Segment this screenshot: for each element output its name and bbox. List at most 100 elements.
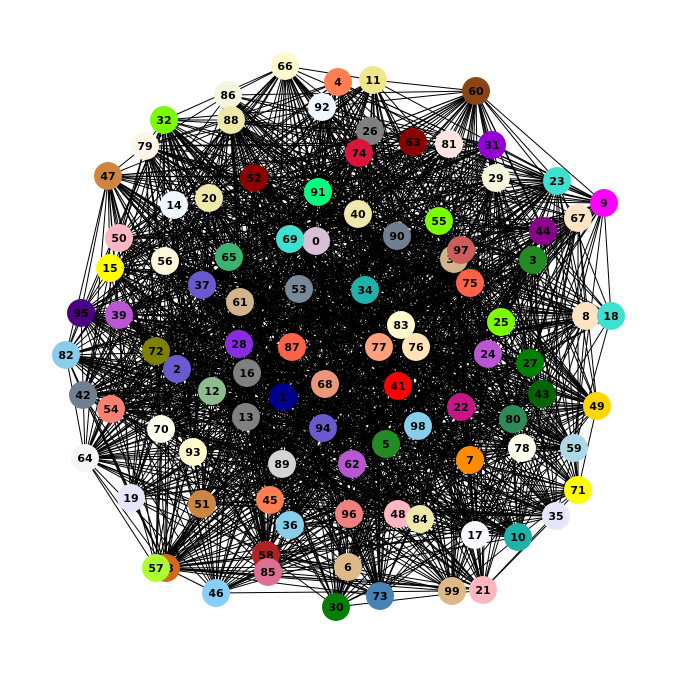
node-circle-90: [383, 222, 411, 250]
node-label-92: 92: [314, 101, 329, 114]
edge-81-87: [291, 143, 450, 348]
node-42: 42: [69, 381, 97, 409]
node-6: 6: [334, 553, 362, 581]
edge-59-66: [284, 65, 575, 449]
node-label-43: 43: [534, 388, 549, 401]
edge-80-98: [417, 418, 514, 427]
node-92: 92: [308, 93, 336, 121]
node-label-42: 42: [75, 389, 90, 402]
edge-7-67: [469, 217, 579, 461]
edge-64-93: [84, 451, 194, 459]
edge-6-10: [347, 536, 519, 568]
edge-44-55: [438, 220, 544, 232]
node-circle-16: [233, 359, 261, 387]
edge-42-73: [82, 394, 381, 597]
node-label-47: 47: [100, 170, 115, 183]
edge-19-85: [130, 497, 269, 573]
node-77: 77: [365, 333, 393, 361]
node-label-14: 14: [166, 199, 182, 212]
node-label-87: 87: [284, 341, 299, 354]
node-55: 55: [425, 207, 453, 235]
node-30: 30: [322, 593, 350, 621]
node-label-94: 94: [315, 422, 331, 435]
node-50: 50: [105, 224, 133, 252]
node-86: 86: [214, 81, 242, 109]
node-circle-2: [163, 355, 191, 383]
node-29: 29: [482, 164, 510, 192]
edge-73-78: [379, 447, 523, 597]
node-circle-39: [105, 301, 133, 329]
node-circle-72: [142, 337, 170, 365]
node-label-25: 25: [493, 316, 508, 329]
node-label-54: 54: [103, 403, 119, 416]
edge-72-95: [80, 312, 157, 352]
edge-38-95: [80, 312, 167, 569]
node-31: 31: [478, 131, 506, 159]
edge-77-94: [322, 346, 380, 429]
node-label-91: 91: [310, 186, 325, 199]
node-91: 91: [304, 178, 332, 206]
edge-58-66: [265, 65, 286, 556]
node-circle-23: [543, 167, 571, 195]
edge-51-64: [84, 457, 203, 505]
node-circle-8: [572, 302, 600, 330]
node-51: 51: [188, 490, 216, 518]
node-10: 10: [504, 523, 532, 551]
node-label-20: 20: [201, 192, 217, 205]
edge-70-77: [160, 346, 380, 430]
edge-32-53: [163, 119, 300, 290]
edge-96-99: [348, 513, 453, 592]
node-label-22: 22: [453, 401, 468, 414]
edge-45-64: [84, 457, 271, 501]
node-label-72: 72: [148, 345, 163, 358]
edge-61-82: [65, 301, 241, 356]
node-96: 96: [335, 500, 363, 528]
node-72: 72: [142, 337, 170, 365]
edge-41-72: [155, 350, 399, 387]
edge-65-66: [228, 65, 286, 258]
node-65: 65: [215, 243, 243, 271]
node-circle-82: [52, 341, 80, 369]
node-circle-78: [508, 434, 536, 462]
node-circle-89: [268, 450, 296, 478]
edge-9-60: [475, 90, 605, 204]
edge-42-46: [82, 394, 217, 594]
node-84: 84: [406, 505, 434, 533]
node-81: 81: [435, 130, 463, 158]
edge-31-47: [107, 144, 493, 177]
edge-57-70: [155, 428, 162, 569]
edge-72-85: [155, 350, 269, 573]
node-label-36: 36: [282, 519, 298, 532]
node-label-52: 52: [246, 172, 261, 185]
node-circle-30: [322, 593, 350, 621]
edge-6-57: [155, 566, 349, 569]
node-circle-22: [447, 393, 475, 421]
node-circle-19: [117, 484, 145, 512]
node-45: 45: [256, 486, 284, 514]
node-label-13: 13: [238, 411, 253, 424]
node-label-88: 88: [223, 114, 238, 127]
edge-79-85: [144, 145, 269, 573]
edge-46-84: [215, 518, 421, 594]
edge-82-96: [65, 354, 350, 515]
node-circle-32: [150, 106, 178, 134]
node-3: 3: [519, 246, 547, 274]
edge-35-64: [84, 457, 557, 517]
edge-59-64: [84, 447, 575, 459]
edge-55-86: [227, 94, 440, 222]
node-2: 2: [163, 355, 191, 383]
edge-43-98: [417, 393, 543, 427]
node-73: 73: [366, 582, 394, 610]
edge-68-91: [317, 191, 326, 385]
edge-68-84: [324, 383, 421, 520]
node-label-59: 59: [566, 442, 581, 455]
edge-84-92: [321, 106, 421, 520]
edge-58-73: [265, 554, 381, 597]
node-circle-93: [179, 438, 207, 466]
node-circle-92: [308, 93, 336, 121]
edge-78-99: [451, 447, 523, 592]
node-circle-14: [160, 191, 188, 219]
node-40: 40: [344, 200, 372, 228]
edge-68-83: [324, 324, 402, 385]
node-circle-86: [214, 81, 242, 109]
